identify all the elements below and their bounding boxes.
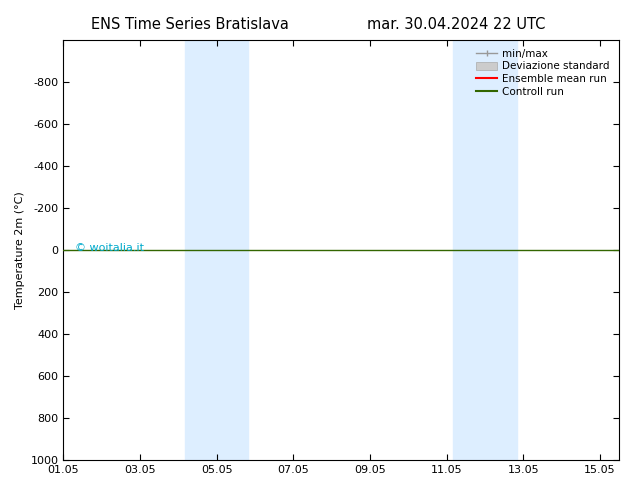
Bar <box>185 40 249 460</box>
Legend: min/max, Deviazione standard, Ensemble mean run, Controll run: min/max, Deviazione standard, Ensemble m… <box>472 45 614 101</box>
Text: © woitalia.it: © woitalia.it <box>75 243 143 253</box>
Bar <box>453 40 517 460</box>
Text: ENS Time Series Bratislava: ENS Time Series Bratislava <box>91 17 289 32</box>
Y-axis label: Temperature 2m (°C): Temperature 2m (°C) <box>15 191 25 309</box>
Text: mar. 30.04.2024 22 UTC: mar. 30.04.2024 22 UTC <box>367 17 546 32</box>
